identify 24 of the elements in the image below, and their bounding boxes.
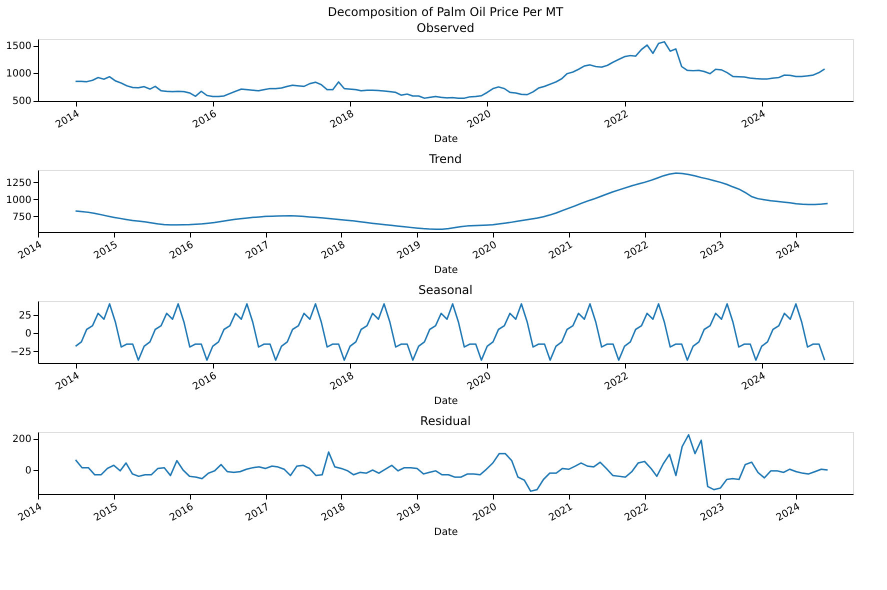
chart-title: Seasonal <box>418 283 473 297</box>
chart-title: Decomposition of Palm Oil Price Per MT <box>328 5 564 19</box>
y-tick-label: 200 <box>12 434 32 446</box>
line-series <box>74 434 828 492</box>
line-series <box>74 41 826 99</box>
y-tick-label: −25 <box>10 346 32 358</box>
line-series <box>74 172 828 230</box>
y-tick-label: 1250 <box>6 178 32 189</box>
y-tick-label: 0 <box>25 466 32 477</box>
y-tick-label: 1000 <box>6 68 32 80</box>
chart-title: Trend <box>428 152 462 166</box>
chart-subtitle: Observed <box>416 21 474 35</box>
y-tick-label: 1500 <box>6 41 32 52</box>
x-axis-title: Date <box>434 134 458 145</box>
chart-title: Residual <box>420 414 471 428</box>
x-axis-title: Date <box>434 396 458 407</box>
y-tick-label: 750 <box>12 212 32 223</box>
x-axis-title: Date <box>434 526 458 538</box>
y-tick-label: 25 <box>18 310 32 322</box>
y-tick-label: 0 <box>25 328 32 340</box>
y-tick-label: 500 <box>12 96 32 108</box>
x-axis-title: Date <box>434 264 458 276</box>
y-tick-label: 1000 <box>6 194 32 206</box>
line-series <box>74 303 826 361</box>
